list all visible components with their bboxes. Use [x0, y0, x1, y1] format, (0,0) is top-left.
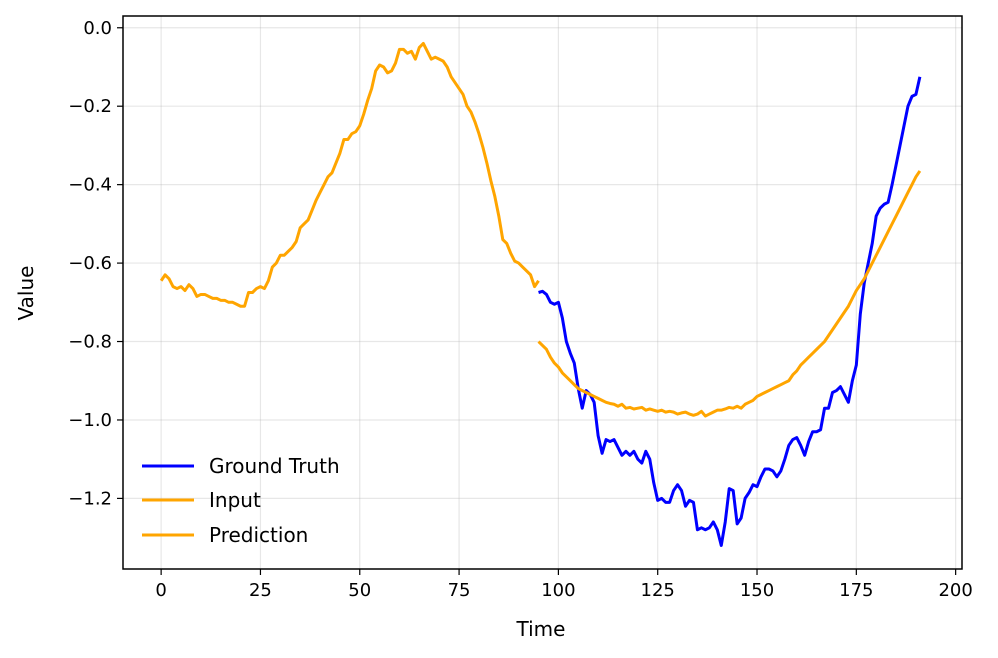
grid-lines [123, 16, 962, 569]
x-axis-ticks: 0 25 50 75 100 125 150 175 200 [155, 569, 973, 601]
legend: Ground Truth Input Prediction [142, 454, 340, 547]
x-tick-label: 175 [839, 580, 873, 601]
series-line-prediction [537, 170, 922, 418]
y-tick-label: −0.6 [68, 253, 112, 274]
y-tick-label: −0.8 [68, 332, 112, 353]
y-tick-label: −0.4 [68, 175, 112, 196]
legend-label-ground-truth: Ground Truth [209, 454, 340, 478]
y-axis-label: Value [14, 266, 38, 321]
y-tick-label: −0.2 [68, 96, 112, 117]
series-line-ground-truth [538, 76, 922, 547]
y-axis-ticks: 0.0 −0.2 −0.4 −0.6 −0.8 −1.0 −1.2 [68, 18, 123, 509]
x-tick-label: 75 [448, 580, 471, 601]
y-tick-label: −1.0 [68, 410, 112, 431]
x-tick-label: 150 [740, 580, 774, 601]
series-layer [159, 41, 922, 547]
legend-label-input: Input [209, 488, 261, 512]
x-tick-label: 50 [348, 580, 371, 601]
x-tick-label: 25 [249, 580, 272, 601]
plot-frame [122, 15, 963, 570]
y-tick-label: 0.0 [83, 18, 112, 39]
x-axis-label: Time [516, 617, 566, 641]
x-tick-label: 200 [938, 580, 972, 601]
series-line-input [159, 41, 540, 308]
x-tick-label: 0 [155, 580, 166, 601]
x-tick-label: 125 [641, 580, 675, 601]
legend-label-prediction: Prediction [209, 523, 308, 547]
x-tick-label: 100 [541, 580, 575, 601]
y-tick-label: −1.2 [68, 488, 112, 509]
